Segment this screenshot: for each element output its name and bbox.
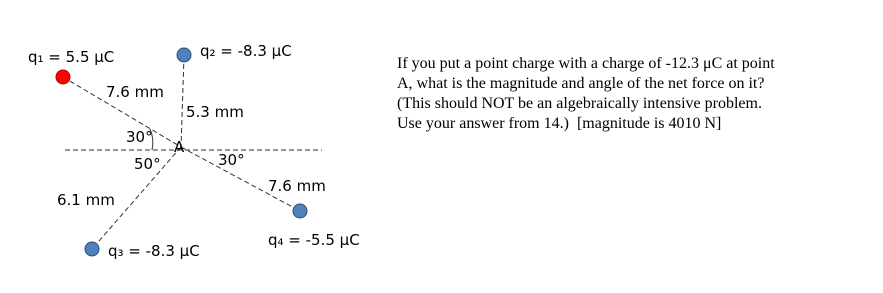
angle-label: 30° — [218, 151, 245, 169]
distance-label: 6.1 mm — [57, 191, 115, 209]
charge-q1 — [55, 69, 71, 85]
distance-label: 7.6 mm — [106, 83, 164, 101]
angle-label: 50° — [134, 155, 161, 173]
charge-label: q₂ = -8.3 μC — [200, 42, 292, 60]
question-line: A, what is the magnitude and angle of th… — [397, 75, 764, 92]
line-q2 — [180, 55, 185, 148]
question-line: If you put a point charge with a charge … — [397, 55, 775, 72]
point-label: A — [174, 138, 185, 156]
angle-label: 30° — [126, 128, 153, 146]
question-line: Use your answer from 14.) [magnitude is … — [397, 115, 721, 132]
line-q3 — [91, 146, 182, 250]
line-q4 — [180, 146, 301, 212]
charge-label: q₄ = -5.5 μC — [268, 231, 360, 249]
distance-label: 5.3 mm — [186, 103, 244, 121]
charge-q3 — [84, 241, 100, 257]
angle-arc — [149, 128, 154, 151]
distance-label: 7.6 mm — [268, 177, 326, 195]
question-line: (This should NOT be an algebraically int… — [397, 95, 762, 112]
charge-q4 — [292, 203, 308, 219]
charge-label: q₃ = -8.3 μC — [108, 242, 200, 260]
charge-label: q₁ = 5.5 μC — [28, 48, 114, 66]
line-q1 — [62, 76, 182, 148]
charge-q2 — [176, 47, 192, 63]
